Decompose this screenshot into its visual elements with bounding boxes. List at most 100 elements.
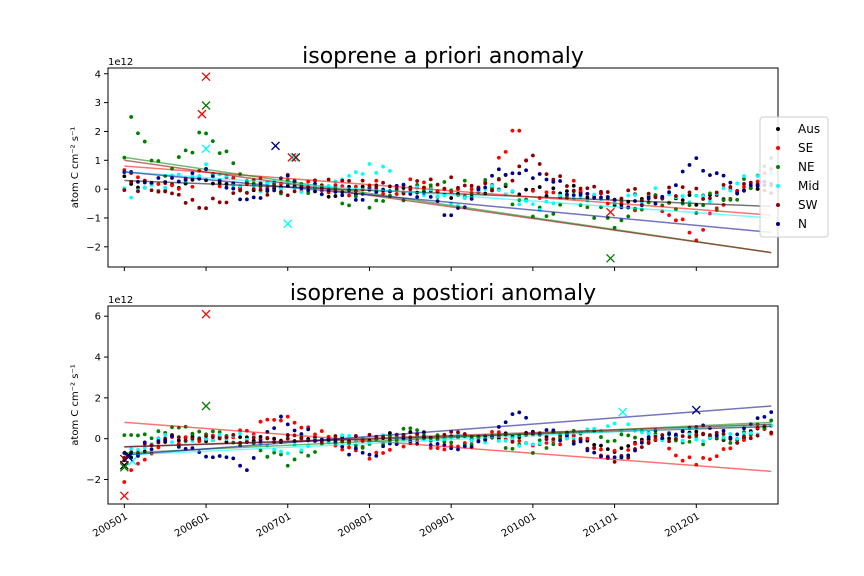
y-tick-label: 0 [95,434,101,445]
y-tick-label: 2 [95,393,101,404]
legend-label: Aus [798,122,820,136]
extreme-marker-stroke [283,219,293,229]
extreme-marker-stroke [606,253,615,263]
data-point [510,189,515,193]
data-point [272,436,277,441]
data-point [156,176,161,180]
extreme-marker-n [123,452,133,462]
data-point [183,148,188,153]
legend-marker [776,222,780,226]
extreme-marker-n [691,405,701,415]
data-point [578,192,583,197]
data-point [742,434,746,439]
data-point [496,439,501,443]
data-point [714,433,719,438]
extreme-marker-n [271,141,280,151]
data-point [626,188,631,193]
data-point [224,200,229,205]
data-point [551,180,556,184]
data-point [626,214,631,219]
data-point [558,438,563,443]
extreme-marker-stroke [201,144,211,154]
data-point [517,438,522,443]
data-point [299,448,304,453]
data-point [469,438,474,443]
data-point [156,439,161,443]
data-point [612,459,617,464]
data-point [204,131,208,136]
chart-panel-1: isoprene a priori anomaly 1e12 atom C cm⁻²… [70,44,829,271]
data-point [142,457,147,462]
data-point [510,178,515,183]
data-point [592,450,597,455]
data-point [510,202,515,207]
data-point [585,205,590,210]
data-point [313,432,317,437]
data-point [483,185,488,190]
data-point [122,174,127,179]
data-point [714,190,719,195]
data-point [626,193,631,198]
data-point [456,430,460,435]
data-point [565,192,569,197]
data-point [728,185,733,189]
data-point [462,196,467,201]
data-point [721,186,726,191]
extreme-marker-stroke [201,401,211,411]
data-point [748,431,753,435]
data-point [721,173,726,178]
data-point [279,189,283,194]
data-point [517,444,522,448]
data-point [245,197,249,202]
data-point [755,183,760,188]
data-point [347,203,351,208]
data-point [285,422,290,427]
data-point [653,186,658,191]
data-point [626,453,631,458]
data-point [673,453,678,458]
data-point [687,203,692,208]
y-tick-label: 6 [95,312,101,323]
data-point [551,212,556,216]
data-point [537,172,542,176]
data-point [503,173,508,177]
data-point [469,183,474,188]
data-point [381,199,385,203]
data-point [340,433,345,438]
data-point [265,417,270,422]
data-point [279,418,283,423]
y-offset-label: 1e12 [108,57,133,68]
data-point [449,196,454,200]
data-point [258,419,263,424]
data-point [592,426,597,431]
extreme-marker-stroke [201,72,211,82]
data-point [687,193,692,197]
data-point [483,178,488,182]
data-point [701,456,706,460]
data-point [469,187,474,192]
legend: Aus SE NE Mid SW N [759,116,829,238]
data-point [340,178,345,183]
extreme-marker-stroke [618,407,628,417]
data-point [571,188,576,193]
data-point [544,177,549,182]
legend-label: Mid [798,179,819,193]
data-point [381,444,385,449]
data-point [374,171,379,175]
data-point [394,186,399,191]
data-point [210,139,215,144]
legend-marker [776,146,780,150]
y-tick-label: 4 [95,353,101,364]
extreme-marker-mid [283,219,293,229]
y-tick-label: 4 [95,69,101,80]
data-point [673,194,678,198]
data-point [721,432,726,436]
data-point [217,454,222,458]
data-point [708,173,712,177]
data-point [142,139,147,144]
data-point [701,439,706,444]
data-point [619,446,624,451]
trend-line-n [124,405,772,456]
data-point [503,420,508,425]
data-point [319,429,324,433]
